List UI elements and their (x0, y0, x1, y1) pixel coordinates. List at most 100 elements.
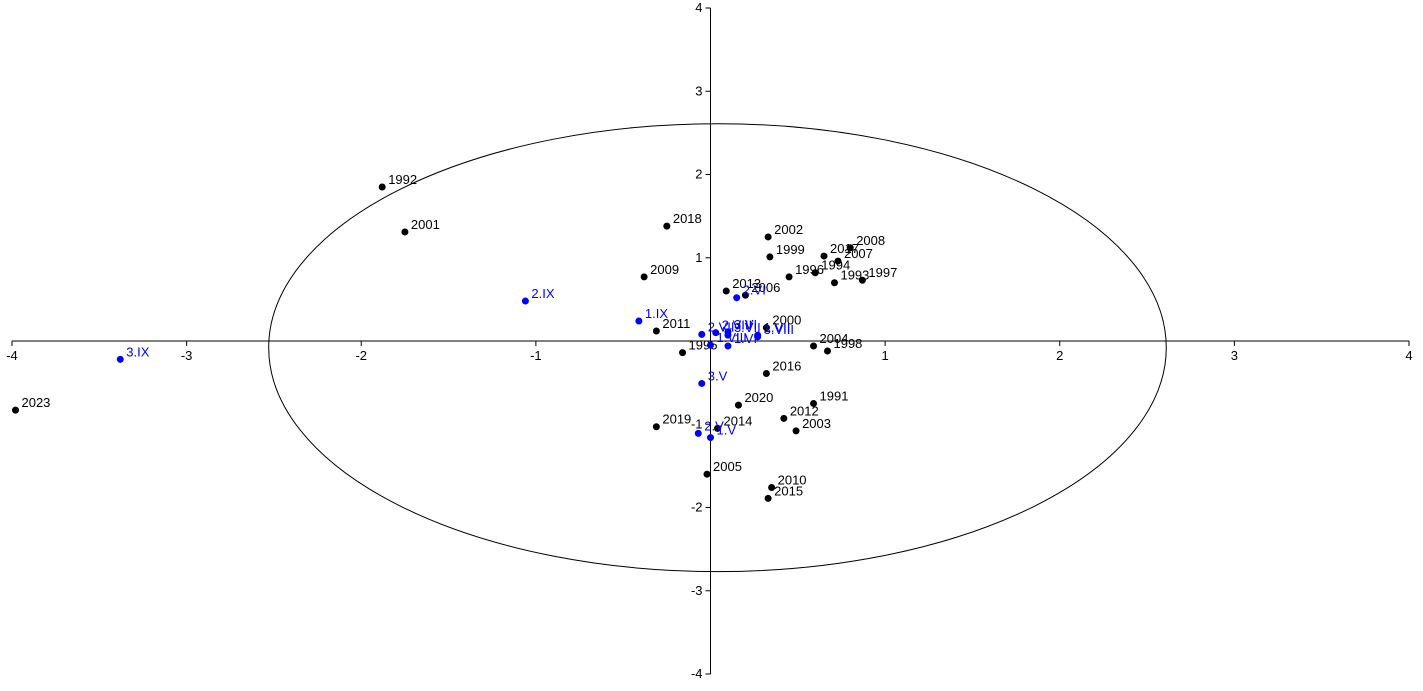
data-point (733, 294, 741, 302)
data-label: 2014 (723, 413, 752, 428)
data-label: 3.V (708, 368, 728, 383)
data-point (698, 379, 706, 387)
data-point (722, 287, 730, 295)
y-tick-label: 1 (695, 250, 702, 265)
data-point (811, 269, 819, 277)
confidence-ellipse (268, 123, 1167, 573)
data-point (652, 423, 660, 431)
data-point (764, 233, 772, 241)
data-label: 2010 (778, 473, 807, 488)
data-label: 1994 (821, 258, 850, 273)
data-point (713, 424, 721, 432)
data-point (762, 324, 770, 332)
data-point (694, 429, 702, 437)
data-point (768, 484, 776, 492)
y-tick-label: -2 (691, 500, 703, 515)
data-point (734, 401, 742, 409)
y-tick-label: -4 (691, 666, 703, 681)
data-label: 3.VIII (764, 322, 794, 337)
data-point (846, 244, 854, 252)
data-label: 3.VI (734, 317, 757, 332)
data-label: 2002 (774, 222, 803, 237)
y-tick-label: -1 (691, 416, 703, 431)
data-label: 2015 (774, 483, 803, 498)
data-label: 2009 (650, 262, 679, 277)
x-ticks: -4 -3 -2 -1 1 2 3 4 (6, 341, 1413, 363)
data-label: 2018 (673, 211, 702, 226)
data-point (663, 222, 671, 230)
data-label: 1997 (868, 265, 897, 280)
data-label: 2005 (713, 459, 742, 474)
data-point (698, 330, 706, 338)
data-label: 1995 (689, 338, 718, 353)
data-point (679, 349, 687, 357)
y-ticks: 4 3 2 1 -1 -2 -3 -4 (691, 0, 711, 681)
period-points: 1.V1.VI1.VII1.VIII1.IX2.V2.VI2.VII2.VIII… (116, 283, 794, 442)
data-point (707, 434, 714, 442)
data-label: 1.VIII (717, 330, 747, 345)
data-point (741, 291, 749, 299)
data-label: 2001 (411, 217, 440, 232)
data-point (640, 273, 648, 281)
data-point (830, 279, 838, 287)
data-label: 2017 (830, 241, 859, 256)
data-label: 2016 (772, 358, 801, 373)
data-label: 1.VI (734, 331, 757, 346)
data-label: 1998 (833, 336, 862, 351)
data-point (521, 297, 529, 305)
data-point (754, 333, 762, 341)
data-point (858, 276, 866, 284)
data-label: 2013 (732, 276, 761, 291)
data-point (762, 369, 770, 377)
data-label: 1.IX (645, 306, 668, 321)
x-tick-label: 4 (1405, 348, 1412, 363)
data-point (810, 342, 818, 350)
data-label: 2008 (856, 233, 885, 248)
data-label: 2006 (751, 280, 780, 295)
data-point (820, 252, 828, 260)
data-label: 1.VII (764, 320, 791, 335)
data-point (792, 427, 800, 435)
data-point (834, 257, 842, 265)
data-point (712, 329, 720, 337)
data-label: 2004 (820, 331, 849, 346)
y-tick-label: 2 (695, 167, 702, 182)
data-label: 2023 (21, 395, 50, 410)
data-point (810, 399, 818, 407)
data-point (724, 342, 732, 350)
data-point (378, 183, 386, 191)
data-label: 3.VII (734, 320, 761, 335)
x-tick-label: -1 (530, 348, 542, 363)
y-tick-label: -3 (691, 583, 703, 598)
data-point (823, 347, 831, 355)
data-point (11, 406, 19, 414)
data-point (652, 327, 660, 335)
data-label: 3.IX (126, 344, 149, 359)
y-tick-label: 3 (695, 83, 702, 98)
data-label: 2.VI (743, 283, 766, 298)
y-tick-label: 4 (695, 0, 702, 15)
data-label: 2.IX (531, 286, 554, 301)
data-point (764, 494, 772, 502)
data-label: 1996 (795, 262, 824, 277)
data-label: 2020 (744, 390, 773, 405)
data-label: 1.V (717, 423, 737, 438)
x-tick-label: -2 (355, 348, 367, 363)
data-label: 2000 (772, 313, 801, 328)
data-label: 2019 (662, 412, 691, 427)
data-label: 2003 (802, 416, 831, 431)
data-point (635, 317, 643, 325)
data-point (707, 341, 714, 349)
data-label: 2.V (704, 418, 724, 433)
data-label: 2012 (790, 403, 819, 418)
data-label: 1992 (388, 172, 417, 187)
data-point (116, 355, 124, 363)
data-point (780, 414, 788, 422)
x-tick-label: 3 (1231, 348, 1238, 363)
x-tick-label: 1 (882, 348, 889, 363)
x-tick-label: -3 (181, 348, 193, 363)
data-point (785, 273, 793, 281)
